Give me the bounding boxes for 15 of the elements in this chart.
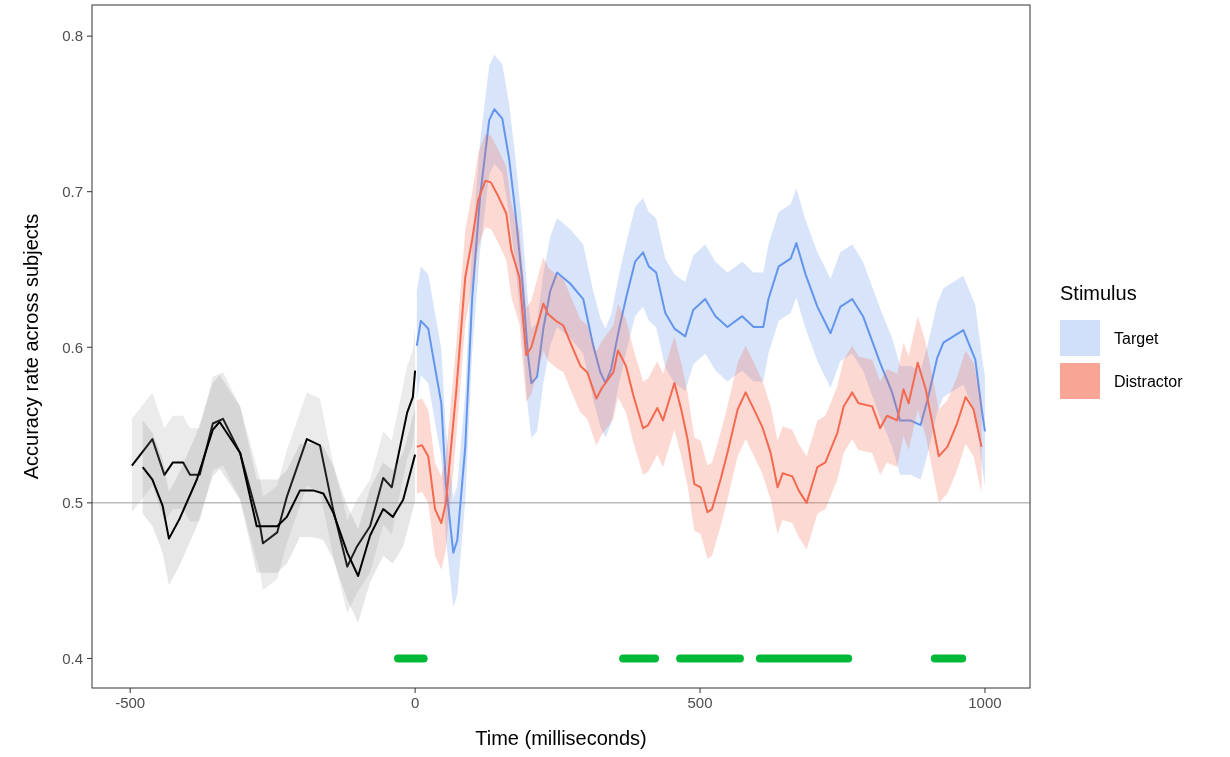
x-tick-label: 1000 — [968, 694, 1002, 711]
legend-title: Stimulus — [1060, 282, 1137, 304]
x-tick-label: 500 — [687, 694, 713, 711]
line-series — [415, 179, 983, 525]
legend-label: Target — [1114, 329, 1160, 347]
x-tick-label: -500 — [115, 694, 146, 711]
legend-label: Distractor — [1114, 372, 1184, 390]
y-tick-label: 0.5 — [62, 494, 83, 512]
y-tick-label: 0.7 — [62, 182, 83, 200]
y-tick-label: 0.6 — [62, 338, 83, 356]
y-tick-label: 0.4 — [62, 649, 83, 667]
x-axis-title: Time (milliseconds) — [475, 727, 647, 749]
y-axis-title: Accuracy rate across subjects — [20, 213, 42, 480]
x-tick-label: 0 — [410, 694, 420, 711]
y-tick-label: 0.8 — [62, 27, 83, 45]
